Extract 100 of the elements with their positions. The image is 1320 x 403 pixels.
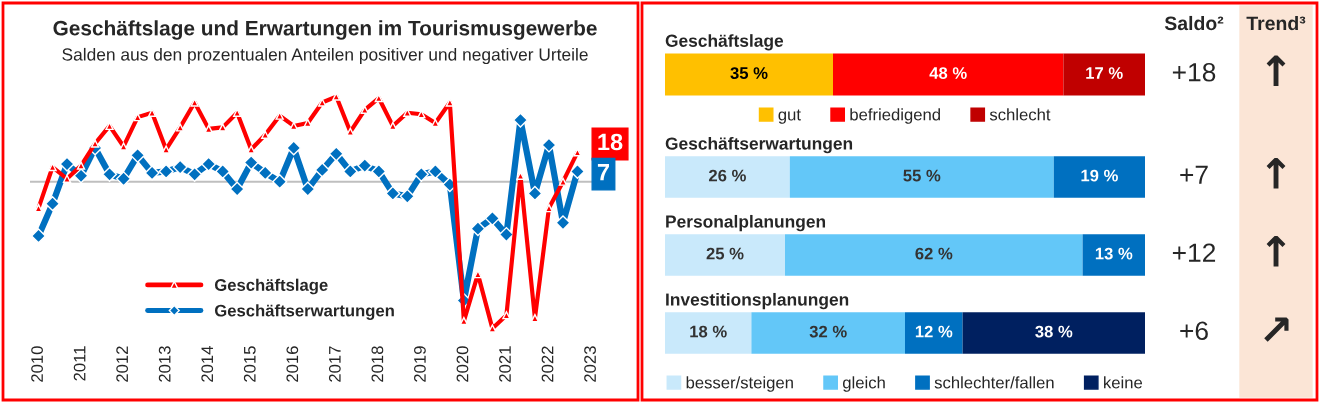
point bbox=[158, 163, 174, 179]
point bbox=[44, 196, 61, 212]
bar bbox=[665, 234, 785, 276]
bar bbox=[1053, 156, 1145, 198]
legend-label: befriedigend bbox=[850, 108, 940, 124]
point bbox=[215, 163, 231, 179]
category-label: Geschäftserwartungen bbox=[665, 136, 853, 154]
data-label: 48 % bbox=[929, 67, 967, 79]
chart-subtitle: Salden aus den prozentualen Anteilen positiver und negativer Urteile bbox=[62, 47, 588, 65]
bar bbox=[665, 312, 752, 354]
legend-label: besser/steigen bbox=[686, 376, 793, 392]
text: +12 bbox=[1172, 243, 1216, 262]
point bbox=[385, 185, 401, 201]
x-tick-label: 2015 bbox=[243, 346, 256, 382]
x-tick-label: 2023 bbox=[584, 346, 596, 382]
point bbox=[328, 146, 344, 162]
annotation: 7 bbox=[597, 164, 609, 181]
point bbox=[371, 163, 387, 179]
point bbox=[30, 228, 47, 244]
data-label: 35 % bbox=[730, 67, 768, 79]
legend-label: Geschäftserwartungen bbox=[214, 304, 394, 320]
category-label: Geschäftslage bbox=[665, 34, 784, 51]
text: ↑ bbox=[1266, 55, 1286, 86]
point bbox=[357, 157, 373, 174]
point bbox=[76, 161, 86, 170]
point bbox=[90, 139, 100, 148]
point bbox=[187, 166, 203, 182]
data-label: 32 % bbox=[809, 325, 847, 338]
data-label: 19 % bbox=[1081, 169, 1118, 182]
x-tick-label: 2017 bbox=[328, 346, 341, 382]
legend-label: schlechter/fallen bbox=[934, 376, 1054, 389]
text: ↗ bbox=[1264, 317, 1289, 342]
point bbox=[427, 163, 443, 179]
point bbox=[300, 181, 316, 197]
x-tick-label: 2010 bbox=[31, 346, 43, 382]
point bbox=[201, 156, 217, 172]
point bbox=[413, 166, 429, 182]
point bbox=[101, 166, 118, 182]
text: Trend³ bbox=[1246, 15, 1306, 31]
point bbox=[470, 221, 486, 237]
text: ↑ bbox=[1266, 235, 1286, 267]
x-tick-label: 2011 bbox=[73, 346, 86, 381]
bar bbox=[789, 156, 1054, 198]
point bbox=[541, 137, 557, 153]
point bbox=[73, 168, 89, 184]
point bbox=[286, 140, 302, 156]
x-tick-label: 2022 bbox=[541, 346, 554, 382]
annotation: 18 bbox=[598, 133, 623, 151]
point bbox=[555, 215, 571, 231]
bar bbox=[751, 312, 905, 354]
x-tick-label: 2012 bbox=[116, 346, 129, 382]
point bbox=[172, 159, 188, 175]
point bbox=[218, 123, 227, 132]
x-tick-label: 2020 bbox=[456, 346, 469, 382]
data-label: 55 % bbox=[903, 169, 941, 182]
x-tick-label: 2021 bbox=[499, 346, 511, 382]
data-label: 17 % bbox=[1086, 67, 1123, 79]
point bbox=[62, 174, 72, 183]
bar bbox=[905, 312, 963, 354]
point bbox=[257, 165, 273, 181]
bar bbox=[1082, 234, 1145, 276]
x-tick-label: 2018 bbox=[371, 346, 384, 382]
text: +6 bbox=[1180, 321, 1208, 341]
point bbox=[498, 226, 514, 243]
x-tick-label: 2016 bbox=[286, 346, 299, 382]
point bbox=[314, 162, 330, 178]
point bbox=[59, 156, 75, 172]
point bbox=[360, 105, 369, 114]
data-label: 38 % bbox=[1035, 325, 1073, 338]
point bbox=[243, 155, 259, 171]
point bbox=[116, 171, 132, 187]
point bbox=[484, 210, 500, 226]
legend-label: gleich bbox=[842, 376, 885, 392]
data-label: 62 % bbox=[915, 247, 953, 260]
point bbox=[569, 163, 586, 179]
category-label: Investitionsplanungen bbox=[666, 292, 849, 310]
bar bbox=[785, 234, 1083, 276]
data-label: 26 % bbox=[708, 169, 746, 182]
point bbox=[229, 181, 245, 197]
point bbox=[527, 185, 543, 201]
bar bbox=[962, 312, 1145, 354]
data-label: 12 % bbox=[915, 325, 953, 338]
x-tick-label: 2013 bbox=[158, 346, 171, 382]
text: +7 bbox=[1180, 165, 1208, 184]
point bbox=[144, 165, 160, 181]
text: +18 bbox=[1172, 62, 1216, 82]
x-tick-label: 2019 bbox=[414, 346, 426, 382]
bar bbox=[665, 156, 790, 198]
point bbox=[512, 112, 529, 128]
point bbox=[130, 147, 146, 163]
text: Saldo² bbox=[1164, 15, 1224, 31]
legend-label: schlecht bbox=[989, 108, 1051, 121]
data-label: 13 % bbox=[1095, 247, 1133, 260]
legend-label: keine bbox=[1104, 376, 1143, 389]
x-tick-label: 2014 bbox=[201, 346, 214, 382]
point bbox=[318, 98, 327, 107]
point bbox=[342, 163, 358, 179]
legend-label: Geschäftslage bbox=[214, 278, 328, 295]
legend-label: gut bbox=[778, 109, 801, 124]
point bbox=[399, 188, 415, 204]
